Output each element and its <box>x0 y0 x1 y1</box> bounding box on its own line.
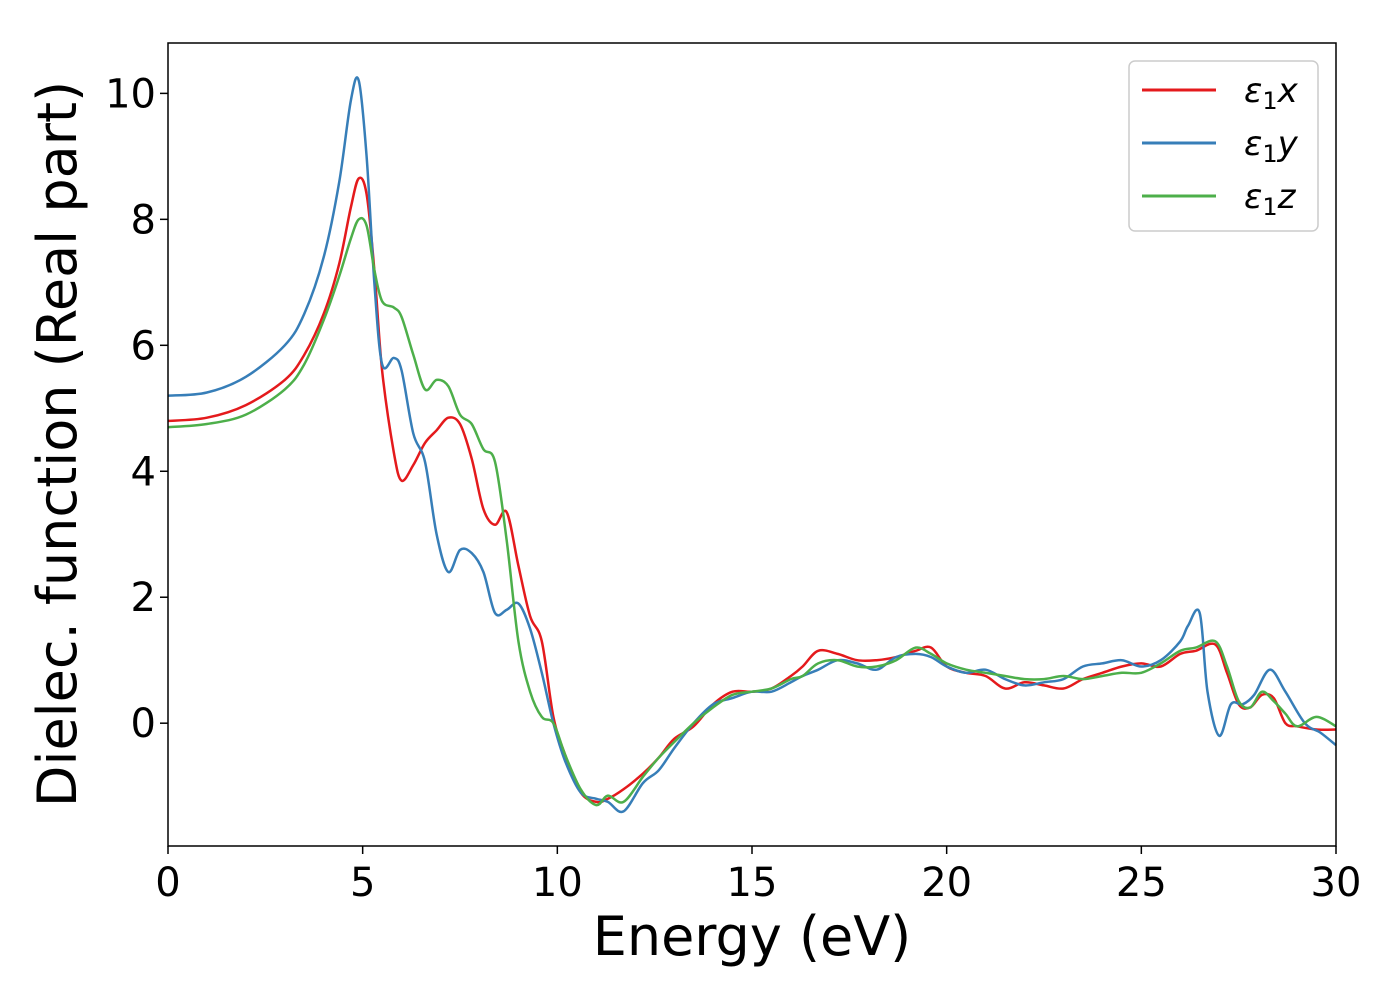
legend-label-y: ε1y <box>1244 124 1299 168</box>
y-tick-label: 10 <box>105 71 156 117</box>
x-tick-label: 20 <box>921 860 972 906</box>
x-axis-title: Energy (eV) <box>593 905 912 968</box>
x-tick-label: 15 <box>727 860 778 906</box>
y-tick-label: 2 <box>131 575 156 621</box>
y-tick-label: 0 <box>131 701 156 747</box>
plot-lines <box>167 76 1337 814</box>
y-axis-ticks: 0 2 4 6 8 10 <box>105 71 168 747</box>
legend-label-z: ε1z <box>1244 177 1297 221</box>
x-axis-ticks: 0 5 10 15 20 25 30 <box>155 846 1361 906</box>
y-axis-title: Dielec. function (Real part) <box>26 81 89 807</box>
x-tick-label: 25 <box>1116 860 1167 906</box>
legend-label-x: ε1x <box>1244 71 1299 115</box>
y-tick-label: 4 <box>131 449 156 495</box>
legend: ε1x ε1y ε1z <box>1128 60 1319 232</box>
x-tick-label: 30 <box>1311 860 1362 906</box>
series-line-x <box>167 176 1337 804</box>
x-tick-label: 5 <box>350 860 375 906</box>
series-line-y <box>167 76 1337 814</box>
legend-items: ε1x ε1y ε1z <box>1142 71 1299 221</box>
y-tick-label: 6 <box>131 323 156 369</box>
series-line-z <box>167 216 1337 807</box>
legend-box <box>1128 60 1319 232</box>
y-tick-label: 8 <box>131 197 156 243</box>
x-tick-label: 10 <box>532 860 583 906</box>
x-tick-label: 0 <box>155 860 180 906</box>
